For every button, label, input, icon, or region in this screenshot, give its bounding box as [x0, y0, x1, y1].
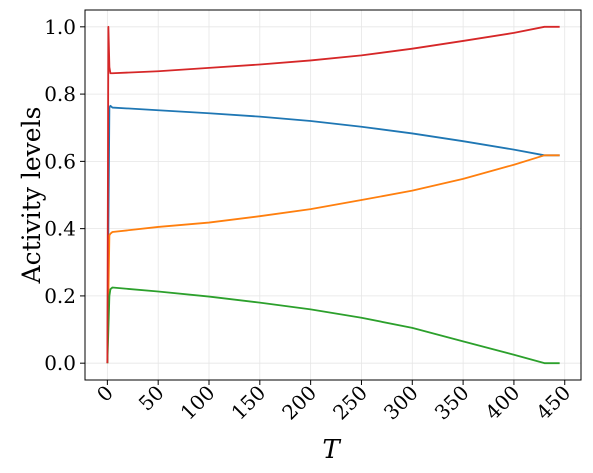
- x-tick-label: 450: [531, 381, 575, 425]
- y-tick-label: 0.8: [44, 82, 76, 106]
- series-line-1: [106, 104, 560, 364]
- x-tick-label: 250: [328, 381, 372, 425]
- y-tick-label: 0.6: [44, 149, 76, 173]
- series-line-3: [106, 286, 560, 365]
- y-tick-label: 1.0: [44, 15, 76, 39]
- series-lines: [106, 25, 560, 365]
- y-tick-label: 0.0: [44, 351, 76, 375]
- x-tick-label: 350: [430, 381, 474, 425]
- x-tick-label: 300: [379, 381, 423, 425]
- series-line-4: [106, 25, 560, 364]
- grid-lines: [85, 10, 581, 380]
- y-tick-label: 0.4: [44, 217, 76, 241]
- x-tick-label: 100: [176, 381, 220, 425]
- x-axis-label: T: [322, 435, 341, 465]
- y-axis-label: Activity levels: [17, 107, 46, 285]
- x-tick-label: 50: [134, 381, 169, 416]
- y-tick-label: 0.2: [44, 284, 76, 308]
- x-tick-label: 200: [277, 381, 321, 425]
- x-tick-label: 400: [480, 381, 524, 425]
- series-line-2: [106, 154, 560, 364]
- x-tick-label: 0: [92, 381, 118, 407]
- plot-frame: [84, 9, 582, 381]
- x-tick-label: 150: [226, 381, 270, 425]
